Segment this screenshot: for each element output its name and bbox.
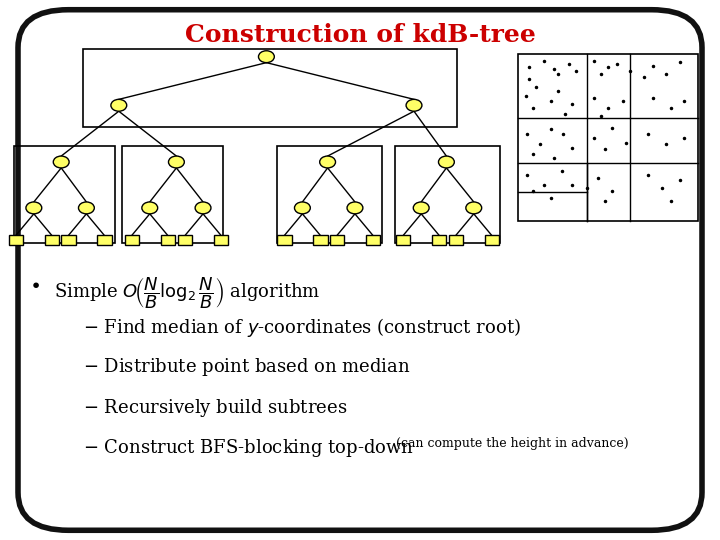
Text: $-$ Find median of $y$-coordinates (construct root): $-$ Find median of $y$-coordinates (cons…	[83, 316, 521, 339]
Bar	[396, 235, 410, 245]
Bar	[485, 235, 499, 245]
Circle shape	[258, 51, 274, 63]
Bar	[178, 235, 192, 245]
Text: $-$ Recursively build subtrees: $-$ Recursively build subtrees	[83, 397, 347, 419]
Bar	[313, 235, 328, 245]
Bar	[330, 235, 344, 245]
Bar	[122, 146, 223, 243]
Circle shape	[466, 202, 482, 214]
Bar	[61, 235, 76, 245]
Circle shape	[347, 202, 363, 214]
Circle shape	[78, 202, 94, 214]
Bar	[449, 235, 463, 245]
Bar	[214, 235, 228, 245]
Circle shape	[142, 202, 158, 214]
FancyBboxPatch shape	[18, 10, 702, 530]
Bar	[277, 235, 292, 245]
Circle shape	[26, 202, 42, 214]
Text: $-$ Distribute point based on median: $-$ Distribute point based on median	[83, 356, 410, 379]
Bar	[366, 235, 380, 245]
Bar	[9, 235, 23, 245]
Circle shape	[111, 99, 127, 111]
Bar	[518, 54, 698, 221]
Text: $\bullet$: $\bullet$	[29, 275, 40, 293]
Circle shape	[438, 156, 454, 168]
Circle shape	[53, 156, 69, 168]
Circle shape	[168, 156, 184, 168]
Bar	[83, 49, 457, 127]
Bar	[395, 146, 500, 243]
Bar	[125, 235, 139, 245]
Bar	[45, 235, 59, 245]
Bar	[277, 146, 382, 243]
Circle shape	[413, 202, 429, 214]
Text: Simple $O\!\left(\dfrac{N}{B}\log_2\dfrac{N}{B}\right)$ algorithm: Simple $O\!\left(\dfrac{N}{B}\log_2\dfra…	[54, 275, 320, 311]
Bar	[14, 146, 115, 243]
Bar	[432, 235, 446, 245]
Circle shape	[195, 202, 211, 214]
Bar	[97, 235, 112, 245]
Text: (can compute the height in advance): (can compute the height in advance)	[396, 437, 629, 450]
Text: $-$ Construct BFS-blocking top-down: $-$ Construct BFS-blocking top-down	[83, 437, 414, 460]
Circle shape	[406, 99, 422, 111]
Text: Construction of kdB-tree: Construction of kdB-tree	[184, 23, 536, 46]
Circle shape	[320, 156, 336, 168]
Bar	[161, 235, 175, 245]
Circle shape	[294, 202, 310, 214]
